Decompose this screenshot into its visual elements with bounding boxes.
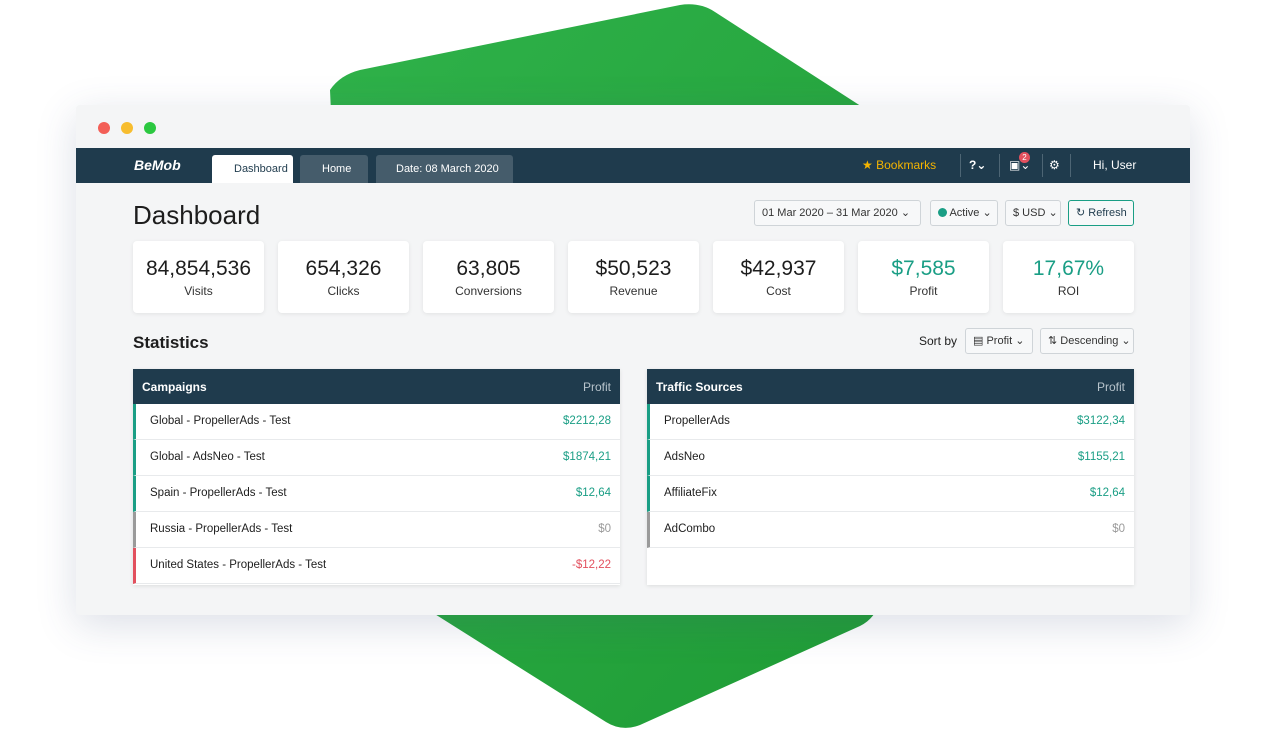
- kpi-label: Visits: [184, 284, 213, 298]
- sort-order-button[interactable]: ⇅ Descending ⌄: [1040, 328, 1134, 354]
- separator: [999, 154, 1000, 177]
- sort-order: Descending: [1060, 335, 1119, 347]
- kpi-label: Revenue: [609, 284, 658, 298]
- kpi-value: $50,523: [595, 257, 672, 280]
- kpi-label: Cost: [766, 284, 791, 298]
- table-header: Campaigns Profit: [133, 369, 620, 404]
- date-range-button[interactable]: 01 Mar 2020 – 31 Mar 2020 ⌄: [754, 200, 921, 226]
- separator: [1070, 154, 1071, 177]
- sort-label: Sort by: [919, 334, 958, 348]
- tab[interactable]: Home: [300, 155, 368, 183]
- kpi-label: Conversions: [455, 284, 522, 298]
- kpi-card: 63,805 Conversions: [423, 241, 554, 313]
- table-row[interactable]: Global - PropellerAds - Test $2212,28: [133, 404, 620, 440]
- row-profit: $2212,28: [563, 415, 611, 427]
- row-name: Global - AdsNeo - Test: [150, 451, 265, 463]
- kpi-card: 17,67% ROI: [1003, 241, 1134, 313]
- tab[interactable]: Date: 08 March 2020: [376, 155, 513, 183]
- row-profit: $1874,21: [563, 451, 611, 463]
- help-button[interactable]: ?⌄: [969, 158, 987, 172]
- separator: [1042, 154, 1043, 177]
- notification-badge: 2: [1019, 152, 1030, 163]
- sort-field-button[interactable]: ▤ Profit ⌄: [965, 328, 1033, 354]
- section-title: Statistics: [133, 333, 209, 352]
- status-button[interactable]: Active ⌄: [930, 200, 998, 226]
- refresh-label: Refresh: [1088, 207, 1127, 219]
- kpi-card: 84,854,536 Visits: [133, 241, 264, 313]
- row-name: United States - PropellerAds - Test: [150, 559, 327, 571]
- row-profit: $12,64: [575, 487, 611, 499]
- row-profit: $1155,21: [1077, 451, 1125, 463]
- page-title: Dashboard: [133, 200, 261, 230]
- kpi-label: ROI: [1057, 284, 1080, 298]
- table-header: Traffic Sources Profit: [647, 369, 1134, 404]
- column-header: Profit: [582, 380, 611, 394]
- kpi-label: Profit: [909, 284, 938, 298]
- row-profit: -$12,22: [571, 559, 611, 571]
- row-profit: $0: [598, 523, 611, 535]
- kpi-card: $7,585 Profit: [858, 241, 989, 313]
- settings-button[interactable]: ⚙: [1049, 158, 1060, 172]
- column-header: Campaigns: [142, 380, 207, 394]
- column-header: Traffic Sources: [656, 380, 743, 394]
- currency: $ USD: [1013, 207, 1046, 219]
- kpi-card: 654,326 Clicks: [278, 241, 409, 313]
- kpi-value: 63,805: [456, 257, 521, 280]
- kpi-value: 654,326: [305, 257, 382, 280]
- row-profit: $0: [1112, 523, 1125, 535]
- row-name: Russia - PropellerAds - Test: [150, 523, 293, 535]
- sort-field: Profit: [986, 335, 1013, 347]
- table-row[interactable]: AdCombo $0: [647, 512, 1134, 548]
- status-dot: [938, 208, 947, 217]
- refresh-button[interactable]: ↻ Refresh: [1068, 200, 1134, 226]
- kpi-value: $42,937: [740, 257, 817, 280]
- table-row[interactable]: PropellerAds $3122,34: [647, 404, 1134, 440]
- row-name: AdCombo: [664, 523, 716, 535]
- row-profit: $3122,34: [1077, 415, 1125, 427]
- date-range: 01 Mar 2020 – 31 Mar 2020: [762, 207, 898, 219]
- window-dot: [121, 122, 133, 134]
- row-name: PropellerAds: [664, 415, 730, 427]
- table-row[interactable]: AdsNeo $1155,21: [647, 440, 1134, 476]
- kpi-label: Clicks: [327, 284, 360, 298]
- currency-button[interactable]: $ USD ⌄: [1005, 200, 1061, 226]
- app-window: BeMob Dashboard Home Date: 08 March 2020…: [76, 105, 1190, 615]
- column-header: Profit: [1096, 380, 1125, 394]
- star: ★: [862, 158, 877, 172]
- window-dot: [98, 122, 110, 134]
- table-row[interactable]: Global - AdsNeo - Test $1874,21: [133, 440, 620, 476]
- kpi-value: 17,67%: [1032, 257, 1105, 280]
- table-row[interactable]: Russia - PropellerAds - Test $0: [133, 512, 620, 548]
- row-name: AffiliateFix: [664, 487, 717, 499]
- tab[interactable]: Dashboard: [212, 155, 293, 183]
- table-row[interactable]: Spain - PropellerAds - Test $12,64: [133, 476, 620, 512]
- kpi-value: $7,585: [891, 257, 956, 280]
- brand[interactable]: BeMob: [134, 157, 181, 173]
- bookmarks-label: Bookmarks: [876, 158, 937, 172]
- row-name: Spain - PropellerAds - Test: [150, 487, 287, 499]
- row-name: Global - PropellerAds - Test: [150, 415, 291, 427]
- row-profit: $12,64: [1089, 487, 1125, 499]
- table-row[interactable]: AffiliateFix $12,64: [647, 476, 1134, 512]
- table: Campaigns Profit Global - PropellerAds - T…: [133, 369, 620, 585]
- window-dot: [144, 122, 156, 134]
- kpi-card: $50,523 Revenue: [568, 241, 699, 313]
- table: Traffic Sources Profit PropellerAds $3122,3…: [647, 369, 1134, 585]
- kpi-value: 84,854,536: [145, 257, 252, 280]
- user-menu[interactable]: Hi, User: [1093, 158, 1137, 172]
- navbar: BeMob Dashboard Home Date: 08 March 2020…: [76, 148, 1190, 183]
- row-name: AdsNeo: [664, 451, 705, 463]
- status: Active: [949, 207, 980, 219]
- bookmarks[interactable]: ★ Bookmarks: [862, 148, 936, 183]
- kpi-card: $42,937 Cost: [713, 241, 844, 313]
- table-row[interactable]: United States - PropellerAds - Test -$12,…: [133, 548, 620, 584]
- separator: [960, 154, 961, 177]
